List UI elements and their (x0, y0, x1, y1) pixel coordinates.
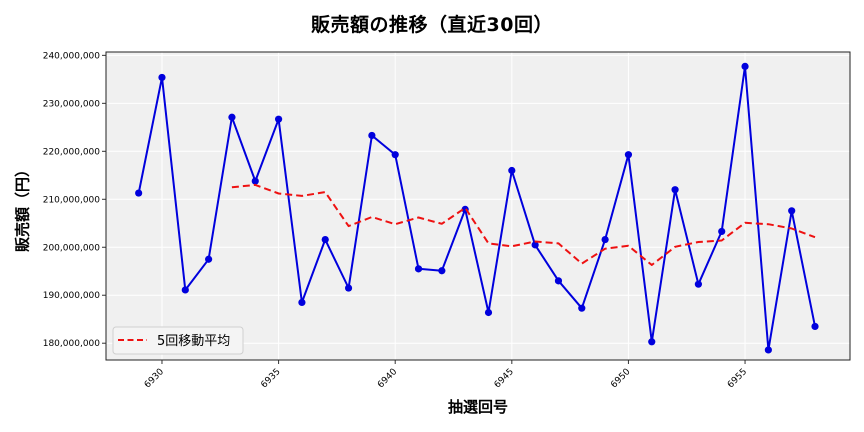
data-point (391, 151, 399, 159)
data-point (298, 298, 306, 307)
y-tick-label: 230,000,000 (43, 99, 101, 109)
data-point (484, 308, 493, 317)
data-point (578, 304, 586, 312)
data-point (531, 241, 539, 249)
x-tick-label: 6930 (143, 367, 166, 390)
data-point (788, 207, 796, 215)
series-layer (135, 62, 819, 354)
y-tick-label: 190,000,000 (43, 291, 101, 301)
moving-average-line (231, 183, 816, 266)
x-tick-label: 6940 (376, 367, 399, 390)
data-point (624, 151, 633, 159)
data-point (648, 338, 656, 346)
sales-line (137, 65, 816, 351)
x-tick-label: 6945 (493, 367, 516, 390)
data-point (414, 265, 423, 273)
data-point (321, 235, 329, 244)
y-tick-label: 180,000,000 (43, 339, 101, 349)
data-point (135, 189, 143, 197)
plot-frame (105, 51, 851, 361)
x-axis-label: 抽選回号 (447, 398, 508, 416)
data-point (368, 131, 376, 140)
data-point (158, 73, 166, 82)
y-axis: 180,000,000 190,000,000 200,000,000 210,000… (43, 51, 106, 349)
data-point (671, 186, 679, 194)
data-point (554, 277, 563, 285)
x-tick-label: 6955 (726, 367, 749, 390)
data-point (205, 255, 213, 263)
data-point (694, 280, 703, 288)
data-point (601, 235, 609, 244)
data-point (741, 62, 749, 70)
legend-label: 5回移動平均 (157, 334, 230, 349)
data-point (718, 227, 726, 236)
y-tick-label: 220,000,000 (43, 147, 101, 157)
data-point (508, 166, 516, 175)
data-point (228, 113, 236, 121)
y-tick-label: 200,000,000 (43, 243, 101, 253)
chart-title: 販売額の推移（直近30回） (311, 14, 553, 36)
data-point (344, 284, 353, 292)
legend-box (112, 326, 244, 355)
data-point (274, 115, 283, 123)
data-point (251, 177, 259, 185)
x-tick-label: 6950 (609, 367, 632, 390)
y-tick-label: 240,000,000 (43, 51, 101, 61)
x-axis: 6930 6935 6940 6945 6950 6955 (143, 360, 749, 390)
data-point (438, 267, 446, 275)
data-point (811, 322, 819, 331)
data-point (181, 286, 189, 294)
data-point (764, 346, 772, 354)
x-tick-label: 6935 (259, 367, 282, 390)
legend: 5回移動平均 (112, 326, 244, 355)
y-tick-label: 210,000,000 (43, 195, 101, 205)
